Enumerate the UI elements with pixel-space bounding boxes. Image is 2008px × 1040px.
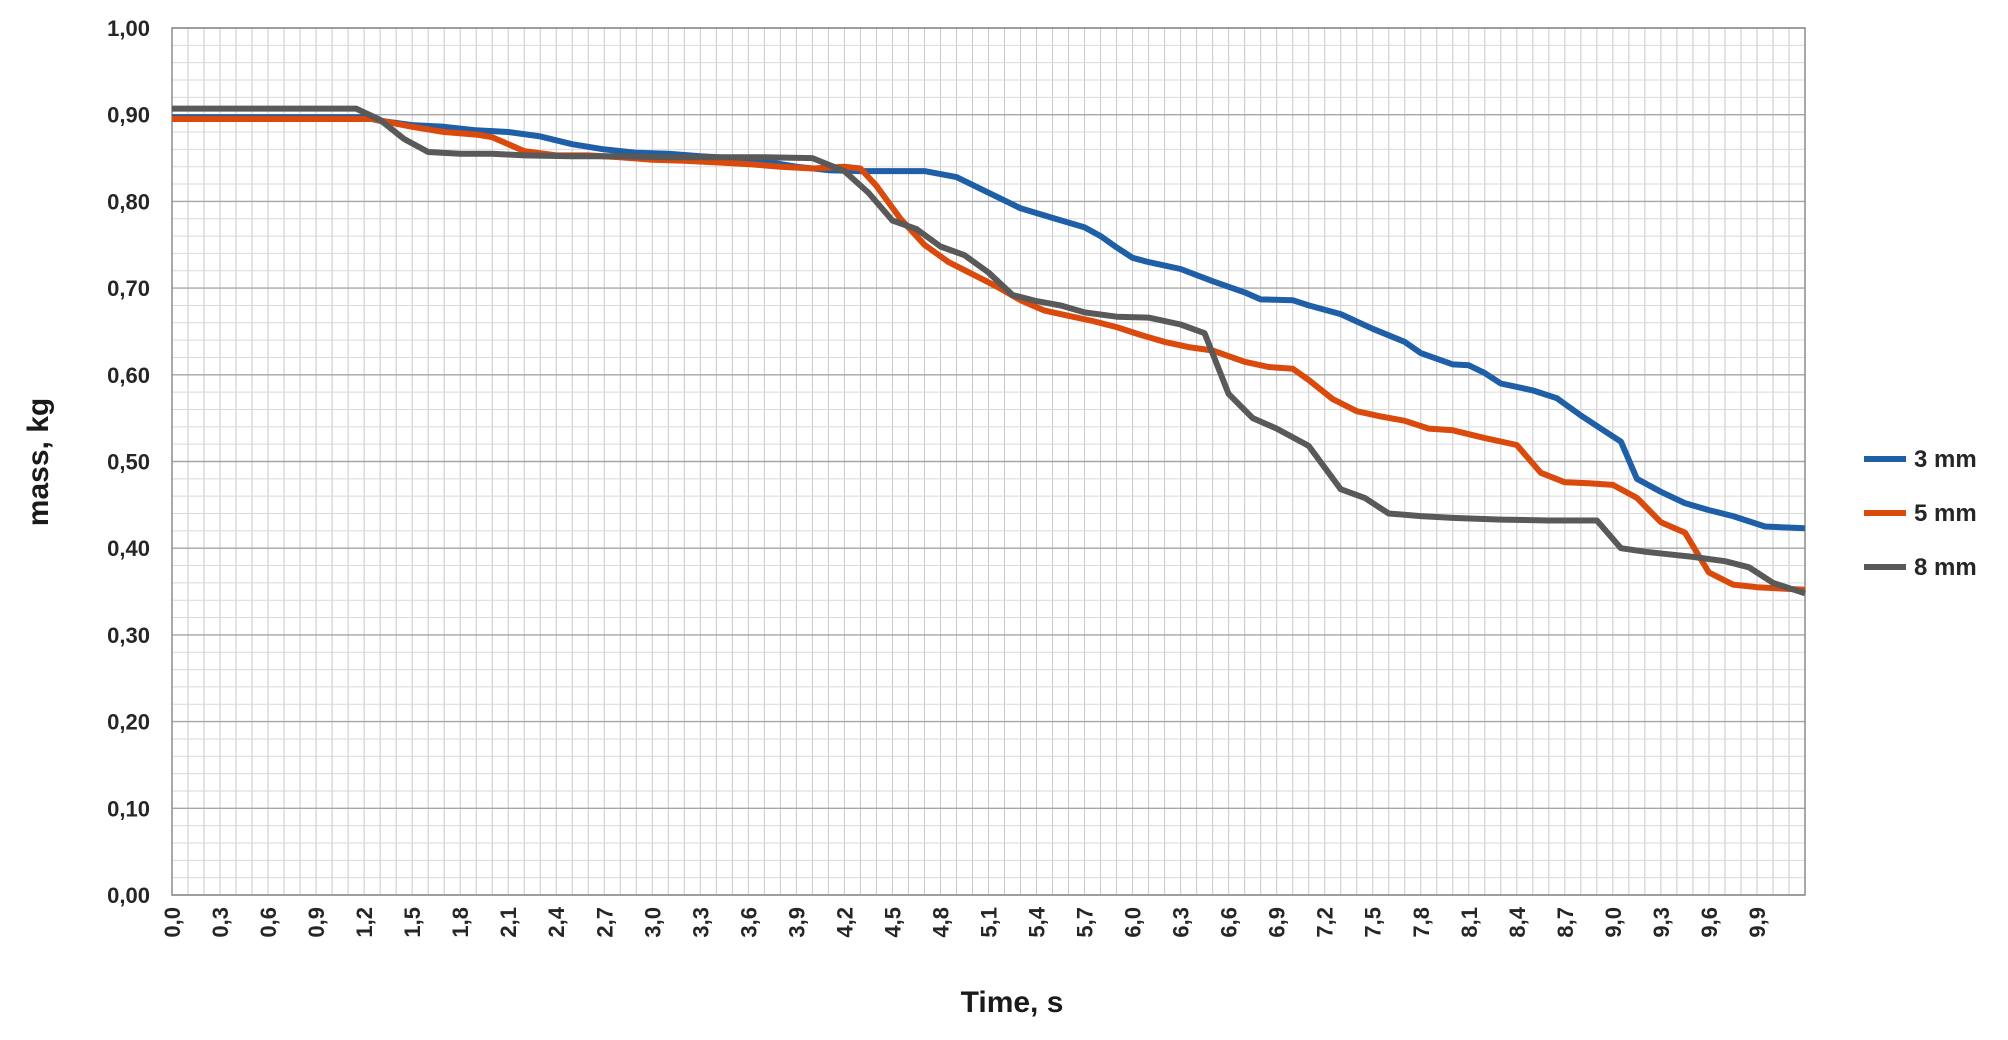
legend-label: 8 mm	[1914, 554, 1977, 581]
plot-frame	[171, 27, 1806, 896]
x-tick-label: 2,7	[592, 907, 617, 938]
x-tick-label: 5,7	[1073, 907, 1098, 938]
x-tick-label: 1,2	[352, 907, 377, 938]
y-tick-label: 0,60	[107, 363, 150, 388]
x-tick-label: 2,1	[496, 907, 521, 938]
y-tick-label: 0,70	[107, 276, 150, 301]
x-tick-label: 7,5	[1361, 907, 1386, 938]
x-tick-label: 3,9	[784, 907, 809, 938]
x-tick-label: 6,9	[1265, 907, 1290, 938]
x-tick-label: 6,3	[1169, 907, 1194, 938]
x-tick-label: 2,4	[544, 906, 569, 937]
x-tick-label: 4,2	[832, 907, 857, 938]
x-tick-label: 8,1	[1457, 907, 1482, 938]
grid-lines	[171, 27, 1806, 896]
x-tick-label: 4,8	[928, 907, 953, 938]
x-tick-label: 7,8	[1409, 907, 1434, 938]
x-tick-label: 5,4	[1025, 906, 1050, 937]
series-line-8-mm	[172, 105, 1806, 597]
x-tick-label: 1,8	[448, 907, 473, 938]
legend-label: 5 mm	[1914, 500, 1977, 527]
x-tick-label: 3,6	[736, 907, 761, 938]
x-tick-label: 3,3	[688, 907, 713, 938]
y-tick-label: 0,00	[107, 883, 150, 908]
x-tick-label: 7,2	[1313, 907, 1338, 938]
x-tick-label: 6,0	[1121, 907, 1146, 938]
x-tick-label: 0,6	[256, 907, 281, 938]
y-tick-label: 0,90	[107, 103, 150, 128]
x-tick-label: 9,9	[1745, 907, 1770, 938]
y-axis-tick-labels: 0,00 0,10 0,20 0,30 0,40 0,50 0,60 0,70 0,80 0,90…	[107, 16, 150, 908]
y-tick-label: 0,20	[107, 710, 150, 735]
x-tick-label: 5,1	[977, 907, 1002, 938]
x-axis-tick-labels: 0,0 0,3 0,6 0,9 1,2 1,5 1,8 2,1 2,4 2,7 3,0 3,3 3,6 3…	[160, 906, 1770, 937]
x-tick-label: 1,5	[400, 907, 425, 938]
legend-label: 3 mm	[1914, 446, 1977, 473]
x-tick-label: 8,7	[1553, 907, 1578, 938]
x-tick-label: 9,3	[1649, 907, 1674, 938]
legend: 3 mm 5 mm 8 mm	[1864, 446, 1977, 581]
x-tick-label: 0,9	[304, 907, 329, 938]
plot-area-border	[171, 27, 1806, 896]
x-tick-label: 0,0	[160, 907, 185, 938]
series-line-3-mm	[172, 114, 1806, 532]
y-tick-label: 0,30	[107, 623, 150, 648]
y-tick-label: 0,40	[107, 536, 150, 561]
y-axis-title: mass, kg	[22, 398, 55, 526]
series-lines	[172, 105, 1806, 597]
y-tick-label: 0,10	[107, 796, 150, 821]
y-tick-label: 0,80	[107, 189, 150, 214]
x-tick-label: 8,4	[1505, 906, 1530, 937]
x-axis-title: Time, s	[961, 986, 1064, 1019]
x-tick-label: 6,6	[1217, 907, 1242, 938]
x-tick-label: 0,3	[208, 907, 233, 938]
x-tick-label: 9,6	[1697, 907, 1722, 938]
x-tick-label: 3,0	[640, 907, 665, 938]
y-tick-label: 0,50	[107, 450, 150, 475]
y-tick-label: 1,00	[107, 16, 150, 41]
x-tick-label: 9,0	[1601, 907, 1626, 938]
x-tick-label: 4,5	[880, 907, 905, 938]
